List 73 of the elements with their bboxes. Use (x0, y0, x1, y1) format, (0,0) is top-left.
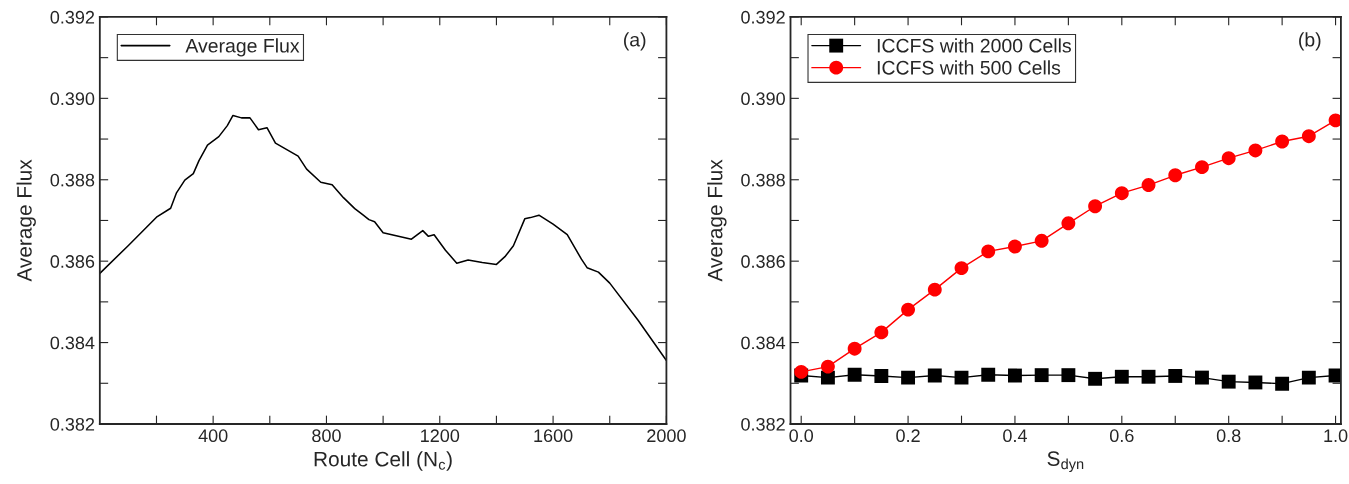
point (1195, 370, 1209, 385)
point (1114, 186, 1129, 201)
point (874, 325, 889, 340)
point (954, 370, 969, 385)
point (820, 359, 835, 374)
point (981, 244, 996, 259)
point (1168, 168, 1183, 183)
y-tick-label: 0.386 (50, 255, 95, 268)
point (1034, 368, 1049, 383)
point (847, 341, 862, 356)
point (1221, 374, 1236, 389)
point (1061, 368, 1076, 383)
y-tick-label: 0.384 (50, 336, 95, 350)
point (1301, 129, 1316, 144)
x-tick-label: 0.2 (896, 429, 920, 443)
x-axis-title: Route Cell (N$_{c}$) (314, 451, 452, 471)
y-tick-label: 0.384 (741, 336, 786, 350)
point (981, 367, 996, 382)
y-tick-label: 0.388 (50, 173, 95, 187)
legend-label: ICCFS with 500 Cells (877, 60, 1061, 75)
point (1141, 178, 1156, 192)
legend-label: Average Flux (185, 38, 300, 57)
point (1221, 151, 1236, 166)
x-tick-label: 1.0 (1324, 429, 1348, 443)
annotation: (a) (624, 32, 646, 51)
y-tick-label: 0.390 (50, 92, 95, 106)
x-tick-label: 1200 (421, 429, 460, 443)
x-tick-label: 0.8 (1216, 429, 1241, 443)
point (1114, 369, 1129, 384)
point (1275, 376, 1290, 391)
point (1008, 368, 1022, 383)
point (1141, 369, 1156, 384)
x-tick-label: 0.4 (1003, 429, 1027, 443)
point (1248, 143, 1263, 158)
point (874, 369, 889, 383)
point (1034, 233, 1049, 248)
x-axis-title: S$_{dyn}$ (1047, 451, 1084, 473)
y-tick-label: 0.382 (50, 417, 95, 431)
point (1328, 113, 1341, 128)
x-tick-label: 800 (312, 429, 341, 443)
point (1275, 134, 1290, 149)
point (1061, 216, 1076, 231)
point (1301, 370, 1316, 385)
annotation: (b) (1299, 32, 1321, 51)
point (901, 370, 916, 385)
point (1195, 160, 1209, 175)
point (1248, 375, 1263, 390)
point (847, 367, 862, 382)
point (820, 370, 835, 385)
x-tick-label: 0.0 (789, 429, 814, 443)
x-tick-label: 400 (198, 429, 228, 443)
point (901, 302, 916, 317)
point (1008, 239, 1022, 254)
x-tick-label: 1600 (534, 429, 573, 443)
point (927, 282, 942, 297)
point (927, 368, 942, 383)
y-tick-label: 0.382 (741, 417, 785, 431)
y-tick-label: 0.392 (50, 10, 95, 24)
y-tick-label: 0.386 (741, 255, 785, 268)
point (1088, 371, 1103, 386)
point (1088, 199, 1103, 214)
point (954, 261, 969, 276)
legend-label: ICCFS with 2000 Cells (877, 38, 1071, 53)
y-axis-title: Average Flux (707, 159, 727, 282)
point (1168, 369, 1183, 383)
y-tick-label: 0.390 (741, 92, 785, 106)
y-tick-label: 0.392 (741, 10, 785, 24)
x-tick-label: 2000 (647, 429, 686, 443)
y-tick-label: 0.388 (741, 173, 785, 187)
x-tick-label: 0.6 (1109, 429, 1134, 443)
line-series (99, 114, 667, 362)
point (794, 364, 809, 379)
y-axis-title: Average Flux (16, 159, 36, 282)
